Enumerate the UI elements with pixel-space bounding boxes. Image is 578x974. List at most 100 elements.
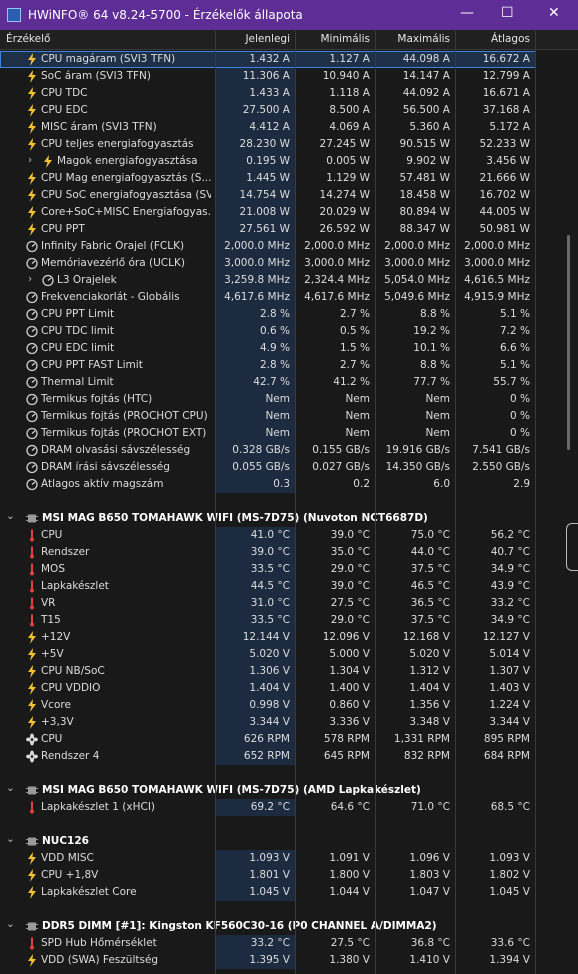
sensor-row[interactable]: CPU NB/SoC 1.306 V 1.304 V 1.312 V 1.307 V [0, 663, 536, 680]
sensor-icon [26, 223, 38, 236]
column-title[interactable]: Érzékelő [6, 33, 51, 45]
sensor-row[interactable]: CPU 626 RPM 578 RPM 1,331 RPM 895 RPM [0, 731, 536, 748]
sensor-value: 2,324.4 MHz [304, 274, 370, 286]
sensor-row[interactable]: Termikus fojtás (HTC) Nem Nem Nem 0 % [0, 391, 536, 408]
side-handle[interactable] [566, 523, 578, 571]
sensor-value: 2.550 GB/s [472, 461, 530, 473]
sensor-row[interactable]: CPU 41.0 °C 39.0 °C 75.0 °C 56.2 °C [0, 527, 536, 544]
sensor-row[interactable]: +12V 12.144 V 12.096 V 12.168 V 12.127 V [0, 629, 536, 646]
sensor-row[interactable]: › L3 Órajelek 3,259.8 MHz 2,324.4 MHz 5,054.… [0, 272, 536, 289]
sensor-row[interactable]: DRAM olvasási sávszélesség 0.328 GB/s 0.15… [0, 442, 536, 459]
sensor-row[interactable]: VDD MISC 1.093 V 1.091 V 1.096 V 1.093 V [0, 850, 536, 867]
sensor-value: 0.860 V [329, 699, 370, 711]
current-cell-bg [215, 374, 295, 391]
sensor-value: 895 RPM [483, 733, 530, 745]
sensor-row[interactable]: CPU SoC energiafogyasztása (SV... 14.754 … [0, 187, 536, 204]
sensor-value: 12.096 V [322, 631, 370, 643]
sensor-row[interactable]: VDD (SWA) Feszültség 1.395 V 1.380 V 1.410 … [0, 952, 536, 969]
sensor-row[interactable]: Lapkakészlet 1 (xHCI) 69.2 °C 64.6 °C 71.0 … [0, 799, 536, 816]
sensor-icon [26, 937, 38, 950]
sensor-row[interactable]: CPU PPT 27.561 W 26.592 W 88.347 W 50.981 W [0, 221, 536, 238]
group-row[interactable]: ⌄ DDR5 DIMM [#1]: Kingston KF560C30-16 (P… [0, 918, 536, 935]
sensor-value: Nem [425, 410, 450, 422]
sensor-value: 5,054.0 MHz [384, 274, 450, 286]
group-row[interactable]: ⌄ MSI MAG B650 TOMAHAWK WIFI (MS-7D75) (A… [0, 782, 536, 799]
sensor-value: 44.005 W [479, 206, 530, 218]
sensor-value: 0.328 GB/s [232, 444, 290, 456]
sensor-row[interactable]: CPU +1,8V 1.801 V 1.800 V 1.803 V 1.802 V [0, 867, 536, 884]
expand-chevron[interactable]: › [28, 154, 33, 166]
sensor-row[interactable]: Lapkakészlet 44.5 °C 39.0 °C 46.5 °C 43.9 °C [0, 578, 536, 595]
sensor-icon [26, 597, 38, 610]
sensor-row[interactable]: Vcore 0.998 V 0.860 V 1.356 V 1.224 V [0, 697, 536, 714]
sensor-row[interactable]: +5V 5.020 V 5.000 V 5.020 V 5.014 V [0, 646, 536, 663]
sensor-label: CPU +1,8V [41, 869, 99, 881]
sensor-value: 28.230 W [239, 138, 290, 150]
sensor-value: 37.168 A [482, 104, 530, 116]
group-row[interactable]: ⌄ MSI MAG B650 TOMAHAWK WIFI (MS-7D75) (N… [0, 510, 536, 527]
sensor-row[interactable]: › Magok energiafogyasztása 0.195 W 0.005 W 9… [0, 153, 536, 170]
collapse-chevron[interactable]: ⌄ [6, 782, 15, 794]
current-cell-bg [215, 187, 295, 204]
sensor-row[interactable]: CPU PPT Limit 2.8 % 2.7 % 8.8 % 5.1 % [0, 306, 536, 323]
minimize-button[interactable]: — [460, 5, 474, 21]
column-divider [375, 30, 376, 49]
collapse-chevron[interactable]: ⌄ [6, 918, 15, 930]
collapse-chevron[interactable]: ⌄ [6, 510, 15, 522]
sensor-value: 41.0 °C [250, 529, 290, 541]
column-title[interactable]: Átlagos [490, 33, 530, 45]
sensor-row[interactable]: CPU Mag energiafogyasztás (S... 1.445 W 1.… [0, 170, 536, 187]
sensor-row[interactable]: CPU TDC 1.433 A 1.118 A 44.092 A 16.671 A [0, 85, 536, 102]
sensor-row[interactable]: CPU VDDIO 1.404 V 1.400 V 1.404 V 1.403 V [0, 680, 536, 697]
close-button[interactable]: ✕ [548, 5, 560, 21]
sensor-row[interactable]: Rendszer 4 652 RPM 645 RPM 832 RPM 684 RPM [0, 748, 536, 765]
sensor-row[interactable]: Core+SoC+MISC Energiafogyas... 21.008 W 20… [0, 204, 536, 221]
sensor-value: 33.5 °C [250, 563, 290, 575]
sensor-row[interactable]: Thermal Limit 42.7 % 41.2 % 77.7 % 55.7 % [0, 374, 536, 391]
sensor-icon [26, 172, 38, 185]
column-title[interactable]: Maximális [397, 33, 450, 45]
sensor-row[interactable]: VR 31.0 °C 27.5 °C 36.5 °C 33.2 °C [0, 595, 536, 612]
sensor-icon [26, 631, 38, 644]
sensor-row[interactable]: CPU magáram (SVI3 TFN) 1.432 A 1.127 A 44.0… [0, 51, 536, 68]
sensor-row[interactable]: CPU EDC limit 4.9 % 1.5 % 10.1 % 6.6 % [0, 340, 536, 357]
column-title[interactable]: Minimális [320, 33, 370, 45]
chip-icon [26, 784, 38, 797]
sensor-value: 16.702 W [479, 189, 530, 201]
sensor-row[interactable]: Memóriavezérlő óra (UCLK) 3,000.0 MHz 3,00… [0, 255, 536, 272]
sensor-label: CPU SoC energiafogyasztása (SV... [41, 189, 211, 201]
scrollbar-thumb[interactable] [567, 235, 570, 450]
sensor-row[interactable]: CPU TDC limit 0.6 % 0.5 % 19.2 % 7.2 % [0, 323, 536, 340]
maximize-button[interactable]: ☐ [501, 5, 514, 21]
sensor-row[interactable]: Átlagos aktív magszám 0.3 0.2 6.0 2.9 [0, 476, 536, 493]
sensor-row[interactable]: SoC áram (SVI3 TFN) 11.306 A 10.940 A 14.14… [0, 68, 536, 85]
sensor-row[interactable]: Rendszer 39.0 °C 35.0 °C 44.0 °C 40.7 °C [0, 544, 536, 561]
sensor-row[interactable]: Lapkakészlet Core 1.045 V 1.044 V 1.047 V 1.… [0, 884, 536, 901]
sensor-row[interactable]: MISC áram (SVI3 TFN) 4.412 A 4.069 A 5.360 … [0, 119, 536, 136]
sensor-row[interactable]: Frekvenciakorlát - Globális 4,617.6 MHz 4,… [0, 289, 536, 306]
sensor-label: CPU TDC limit [41, 325, 114, 337]
sensor-icon [26, 750, 38, 763]
sensor-label: SoC áram (SVI3 TFN) [41, 70, 151, 82]
sensor-row[interactable]: CPU PPT FAST Limit 2.8 % 2.7 % 8.8 % 5.1 % [0, 357, 536, 374]
collapse-chevron[interactable]: ⌄ [6, 833, 15, 845]
sensor-row[interactable]: T15 33.5 °C 29.0 °C 37.5 °C 34.9 °C [0, 612, 536, 629]
sensor-row[interactable]: DRAM írási sávszélesség 0.055 GB/s 0.027 G… [0, 459, 536, 476]
sensor-row[interactable]: Infinity Fabric Órajel (FCLK) 2,000.0 MHz… [0, 238, 536, 255]
sensor-icon [26, 733, 38, 746]
sensor-value: 5.1 % [499, 308, 530, 320]
sensor-row[interactable]: +3,3V 3.344 V 3.336 V 3.348 V 3.344 V [0, 714, 536, 731]
sensor-value: 36.8 °C [410, 937, 450, 949]
sensor-row[interactable]: SPD Hub Hőmérséklet 33.2 °C 27.5 °C 36.8 °C… [0, 935, 536, 952]
sensor-row[interactable]: Termikus fojtás (PROCHOT EXT) Nem Nem Nem 0 … [0, 425, 536, 442]
column-title[interactable]: Jelenlegi [245, 33, 290, 45]
sensor-row[interactable]: CPU teljes energiafogyasztás 28.230 W 27.2… [0, 136, 536, 153]
sensor-row[interactable]: CPU EDC 27.500 A 8.500 A 56.500 A 37.168 A [0, 102, 536, 119]
group-row[interactable]: ⌄ NUC126 [0, 833, 536, 850]
sensor-row[interactable]: Termikus fojtás (PROCHOT CPU) Nem Nem Nem 0 … [0, 408, 536, 425]
sensor-value: 2.7 % [339, 359, 370, 371]
sensor-row[interactable]: MOS 33.5 °C 29.0 °C 37.5 °C 34.9 °C [0, 561, 536, 578]
expand-chevron[interactable]: › [28, 273, 33, 285]
column-divider [535, 30, 536, 49]
